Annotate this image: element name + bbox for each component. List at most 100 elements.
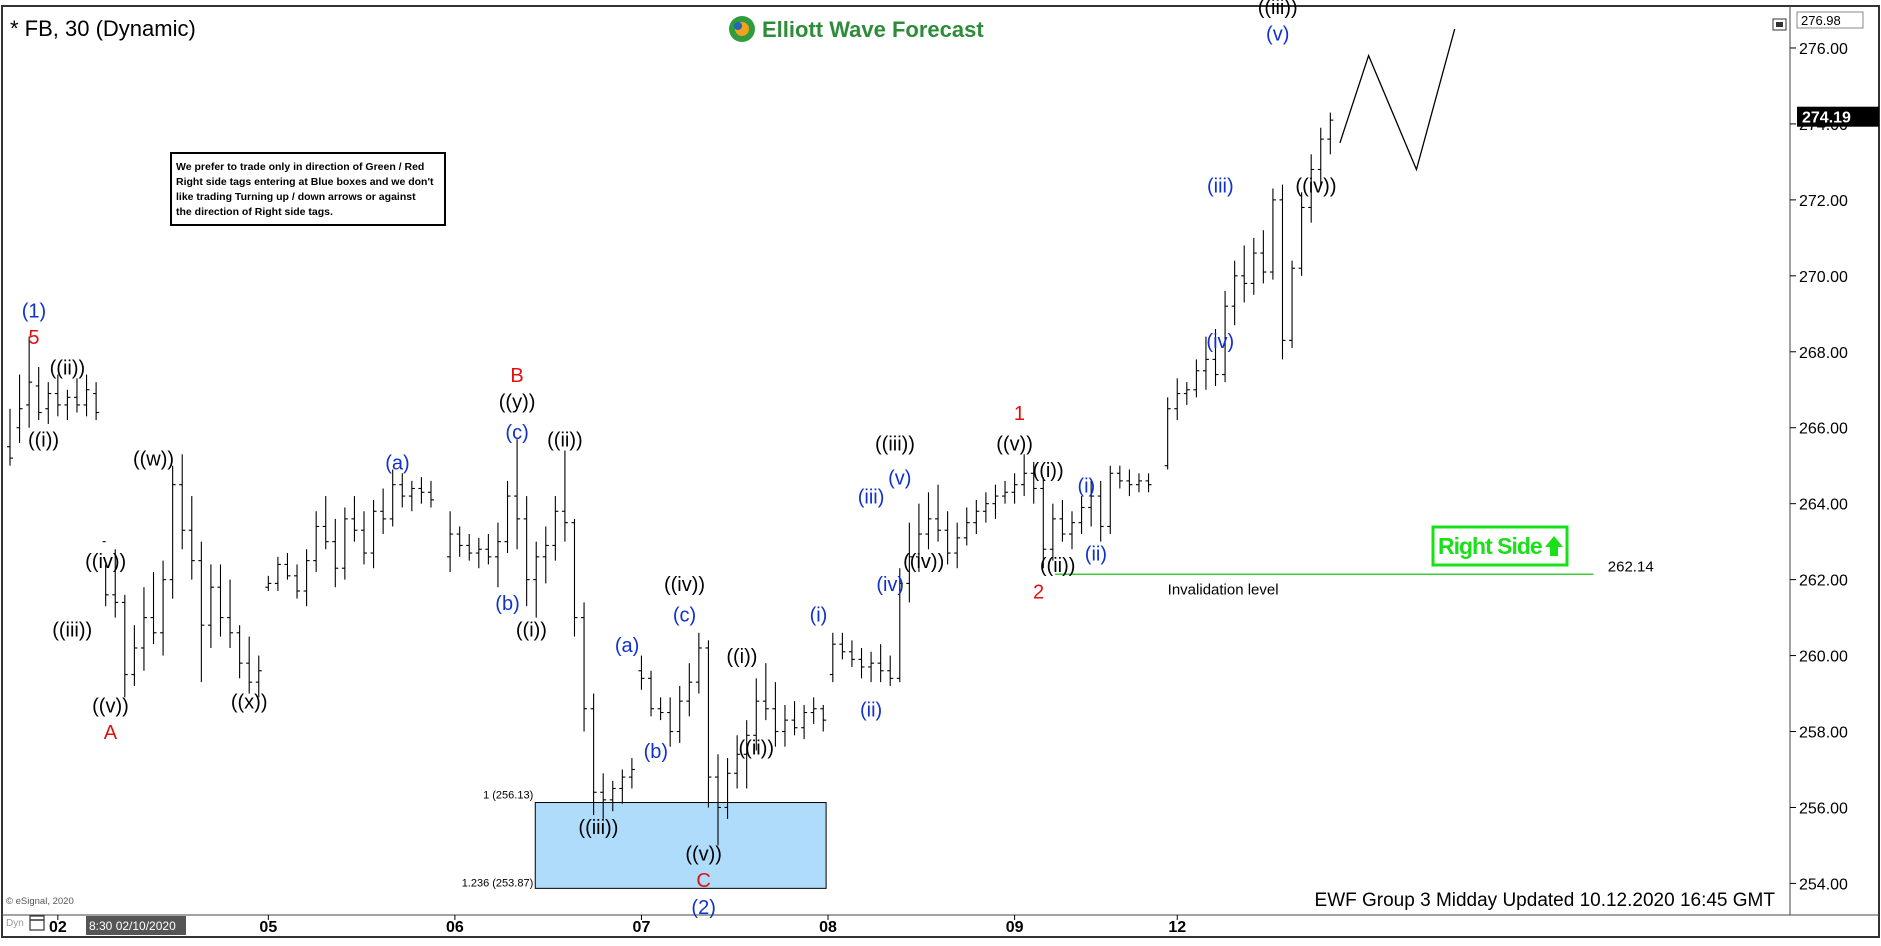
wave-label: ((ii))	[50, 358, 86, 380]
ohlc-bar	[341, 507, 348, 580]
wave-label: ((iii))	[875, 434, 915, 456]
ohlc-bar	[45, 382, 52, 424]
time-tick-label: 02	[49, 919, 67, 936]
ohlc-bar	[715, 754, 721, 846]
wave-label: ((i))	[726, 646, 757, 668]
ohlc-bar	[1040, 477, 1047, 569]
brand-name: Elliott Wave Forecast	[762, 17, 984, 42]
ohlc-bar	[322, 496, 329, 550]
ohlc-bar	[1241, 245, 1248, 303]
ohlc-bar	[179, 454, 186, 550]
price-bars	[7, 112, 1334, 846]
time-tick-label: 06	[446, 919, 464, 936]
wave-label: ((v))	[685, 844, 722, 866]
ohlc-bar	[1174, 378, 1181, 421]
time-tick-label: 05	[259, 919, 277, 936]
note-line-2: Right side tags entering at Blue boxes a…	[176, 176, 434, 188]
ohlc-bar	[657, 697, 664, 721]
ohlc-bar	[217, 564, 224, 637]
wave-label: ((i))	[28, 430, 59, 452]
ohlc-bar	[150, 572, 157, 645]
trading-note-box: We prefer to trade only in direction of …	[170, 152, 446, 226]
ohlc-bar	[820, 704, 827, 732]
ohlc-bar	[1222, 291, 1229, 383]
calendar-icon[interactable]	[29, 915, 45, 931]
ohlc-bar	[1260, 230, 1267, 284]
ohlc-bar	[973, 499, 980, 535]
ohlc-bar	[227, 579, 234, 648]
ohlc-bar	[963, 507, 970, 546]
settings-icon[interactable]	[1772, 18, 1787, 31]
ohlc-bar	[609, 780, 616, 812]
wave-label: (1)	[22, 301, 46, 323]
ohlc-bar	[561, 450, 568, 542]
time-tick-label: 07	[633, 919, 651, 936]
wave-label: (a)	[385, 452, 409, 474]
wave-label: ((x))	[231, 692, 268, 714]
ohlc-bar	[207, 564, 214, 648]
ohlc-bar	[648, 670, 655, 717]
ohlc-bar	[791, 701, 798, 736]
wave-label: ((ii))	[1040, 555, 1076, 577]
ohlc-bar	[1212, 328, 1219, 386]
price-tick-label: 268.00	[1799, 345, 1848, 362]
ohlc-bar	[83, 374, 90, 417]
ohlc-bar	[1317, 127, 1324, 185]
price-tick-label: 254.00	[1799, 876, 1848, 893]
ohlc-bar	[418, 477, 425, 504]
wave-label: (c)	[673, 604, 696, 626]
ohlc-bar	[638, 655, 645, 690]
brand-logo: Elliott Wave Forecast	[729, 16, 984, 42]
ohlc-bar	[447, 511, 454, 573]
right-side-tag: Right Side	[1431, 525, 1569, 567]
time-axis: 02 05 06 07 08 09 12	[49, 915, 1186, 936]
logo-mark-dot	[734, 22, 742, 30]
ohlc-bar	[868, 651, 875, 683]
ohlc-bar	[1327, 112, 1334, 155]
ohlc-bar	[380, 488, 387, 535]
ohlc-bar	[399, 473, 406, 508]
wave-label: ((iv))	[1295, 175, 1336, 197]
ohlc-bar	[494, 522, 501, 588]
ohlc-bar	[848, 640, 855, 667]
chart-title: * FB, 30 (Dynamic)	[10, 16, 196, 41]
price-tick-label: 272.00	[1799, 193, 1848, 210]
wave-label: (b)	[644, 741, 668, 763]
ohlc-bar	[131, 625, 138, 686]
ohlc-bar	[992, 484, 999, 519]
ohlc-bar	[16, 374, 23, 443]
ohlc-bar	[887, 655, 894, 686]
wave-label: 1	[1014, 403, 1025, 425]
wave-label: ((ii))	[739, 737, 775, 759]
wave-label: ((i))	[516, 620, 547, 642]
wave-label: (i)	[810, 604, 828, 626]
ohlc-bar	[1002, 480, 1009, 504]
calendar-icon-frame[interactable]	[29, 915, 45, 931]
wave-label: ((w))	[133, 449, 174, 471]
ohlc-bar	[724, 758, 731, 819]
wave-label: ((y))	[499, 392, 536, 414]
wave-label: (v)	[1266, 23, 1289, 45]
note-line-1: We prefer to trade only in direction of …	[176, 161, 424, 173]
ohlc-bar	[332, 518, 339, 588]
wave-label: ((iv))	[664, 574, 705, 596]
ohlc-bar	[781, 704, 788, 747]
ohlc-bar	[1308, 154, 1315, 223]
wave-label: (a)	[615, 635, 639, 657]
ohlc-bar	[160, 560, 167, 656]
ohlc-bar	[1030, 461, 1037, 504]
note-frame	[170, 152, 446, 226]
wave-label: ((iv))	[903, 551, 944, 573]
ohlc-bar	[935, 484, 942, 542]
ohlc-bar	[1049, 503, 1056, 561]
copyright-label: © eSignal, 2020	[6, 896, 74, 907]
ohlc-bar	[1097, 480, 1104, 542]
invalidation-value: 262.14	[1608, 558, 1654, 575]
ohlc-bar	[571, 518, 578, 637]
wave-label: (v)	[888, 468, 911, 490]
ohlc-bar	[686, 663, 693, 717]
ohlc-bar	[877, 644, 884, 683]
